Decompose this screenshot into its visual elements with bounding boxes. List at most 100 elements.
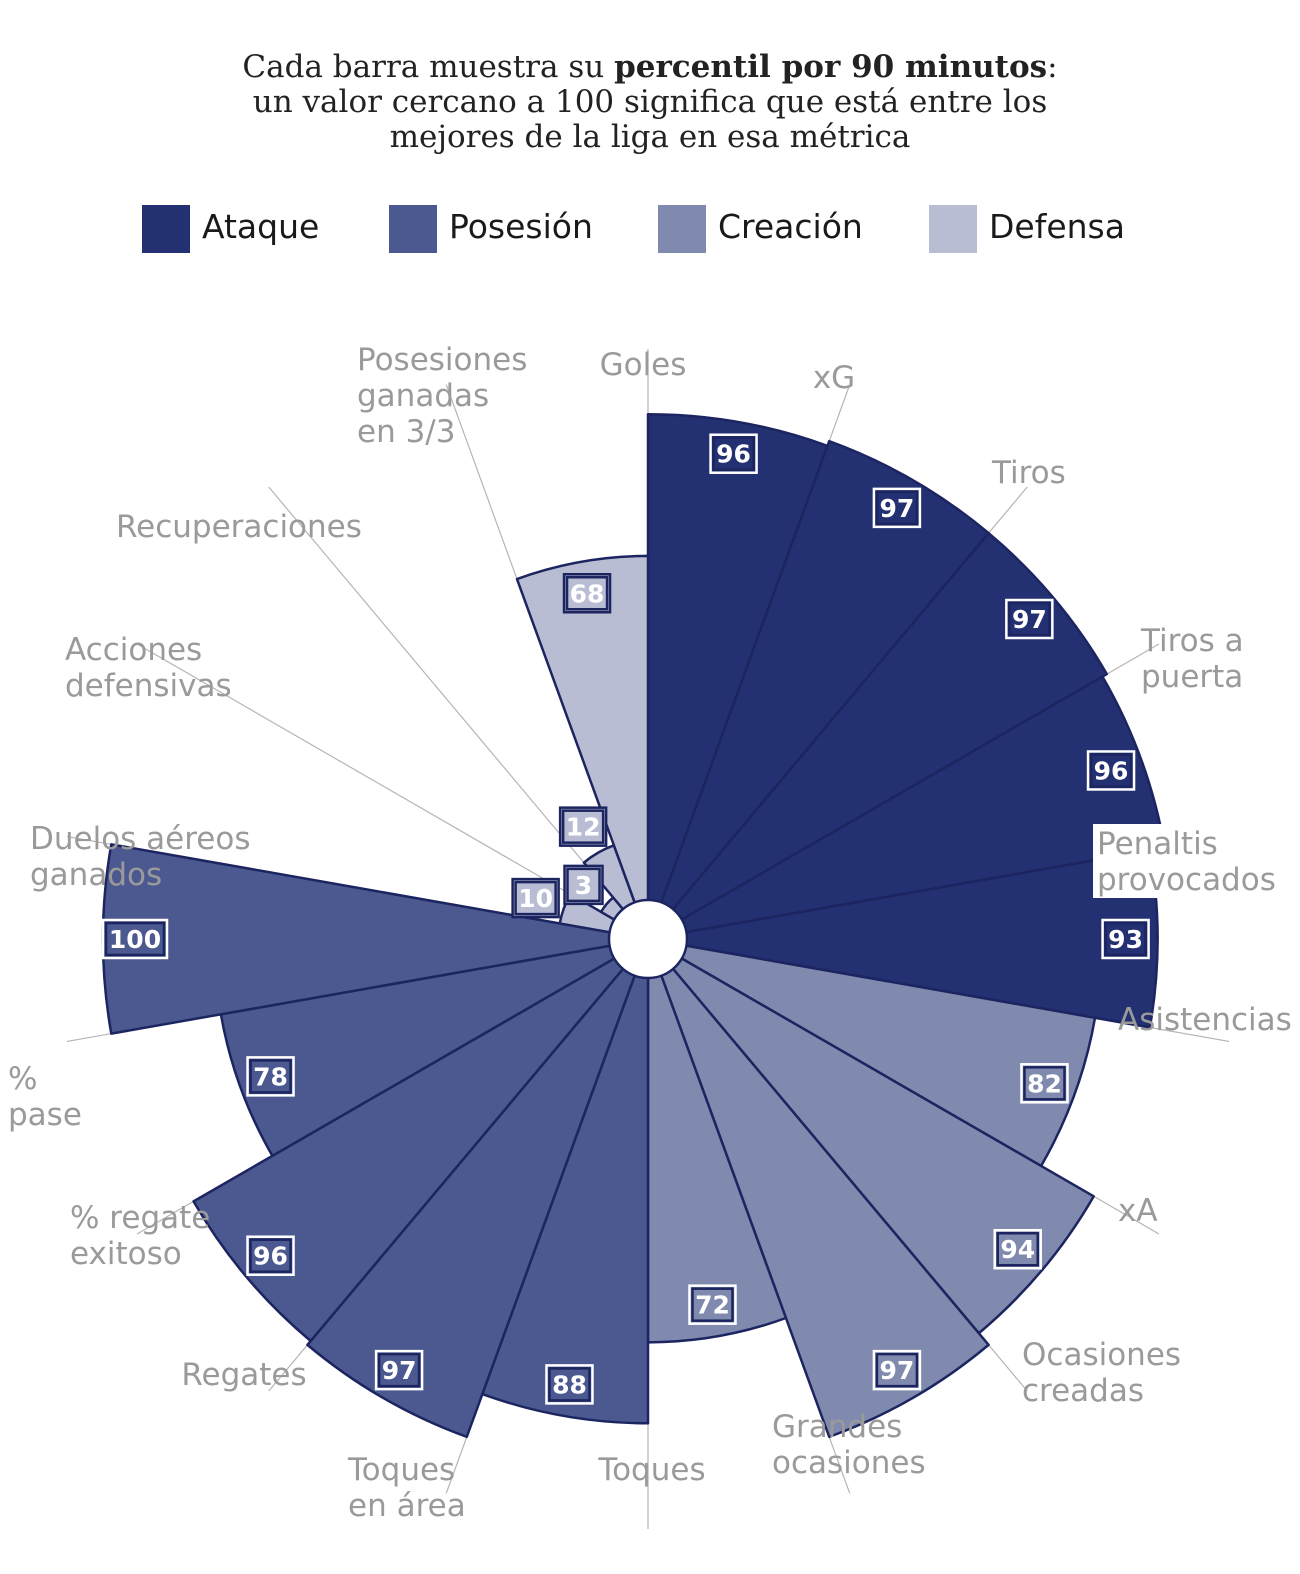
value-label-toques: 88 <box>545 1364 594 1405</box>
value-label-tiros-a-puerta: 96 <box>1086 750 1136 791</box>
value-label-xg: 97 <box>872 487 922 529</box>
category-label-regates: Regates <box>181 1357 306 1393</box>
bar-ocasiones-creadas <box>646 937 990 1439</box>
value-label-xa: 94 <box>993 1228 1042 1270</box>
bar-grandes-ocasiones <box>646 937 788 1344</box>
category-label-toques-en-area: Toques en área <box>347 1452 466 1524</box>
legend-swatch-defensa <box>929 205 977 253</box>
value-box-posesiones-ganadas-en-3-3 <box>562 573 612 614</box>
legend-label-posesion: Posesión <box>449 207 593 246</box>
bars <box>101 412 1167 1439</box>
value-box-regates <box>246 1235 295 1276</box>
value-box-ocasiones-creadas <box>872 1349 922 1391</box>
value-box-inner-recuperaciones <box>561 809 605 844</box>
value-text-xg: 97 <box>880 494 915 523</box>
value-box-inner-posesiones-ganadas-en-3-3 <box>565 576 609 611</box>
category-label-posesiones-ganadas-en-3-3: Posesiones ganadas en 3/3 <box>357 342 527 450</box>
value-box-tiros <box>1005 598 1054 640</box>
category-label-asistencias: Asistencias <box>1118 1002 1292 1038</box>
value-box-recuperaciones <box>558 806 608 847</box>
bar-asistencias <box>646 937 1097 1168</box>
legend: Ataque Posesión Creación Defensa <box>0 205 1300 255</box>
value-label-duelos-aereos-ganados: 10 <box>511 877 560 919</box>
value-box-regate-exitoso <box>246 1056 295 1097</box>
value-label-toques-en-area: 97 <box>374 1349 424 1391</box>
value-label-recuperaciones: 12 <box>558 806 608 847</box>
bar-xa <box>646 937 1095 1335</box>
value-box-inner-ocasiones-creadas <box>875 1352 919 1388</box>
legend-label-creacion: Creación <box>718 207 863 246</box>
value-box-inner-toques <box>548 1367 591 1402</box>
category-label-grandes-ocasiones: Grandes ocasiones <box>772 1409 926 1481</box>
value-text-ocasiones-creadas: 97 <box>880 1356 915 1385</box>
bar-toques-en-area <box>306 937 650 1439</box>
category-label-tiros: Tiros <box>991 455 1066 491</box>
value-text-duelos-aereos-ganados: 10 <box>518 884 553 913</box>
value-box-inner-goles <box>712 436 755 471</box>
category-label-recuperaciones: Recuperaciones <box>116 509 362 545</box>
value-box-inner-asistencias <box>1023 1066 1066 1101</box>
bar-xg <box>646 439 990 941</box>
value-box-penaltis-provocados <box>1101 918 1150 960</box>
category-label-bg-penaltis-provocados <box>1093 824 1283 898</box>
value-box-grandes-ocasiones <box>688 1284 737 1325</box>
legend-swatch-ataque <box>142 205 190 253</box>
category-label-goles: Goles <box>600 347 687 383</box>
value-text-posesiones-ganadas-en-3-3: 68 <box>570 579 605 608</box>
value-box-inner-grandes-ocasiones <box>691 1287 734 1322</box>
category-label-xg: xG <box>813 360 855 396</box>
value-label-acciones-defensivas: 3 <box>563 864 604 906</box>
value-box-inner-acciones-defensivas <box>566 867 601 903</box>
value-label-regate-exitoso: 78 <box>246 1056 295 1097</box>
value-box-duelos-aereos-ganados <box>511 877 560 919</box>
category-label-tiros-a-puerta: Tiros a puerta <box>1140 623 1244 695</box>
value-box-inner-tiros-a-puerta <box>1089 753 1133 788</box>
bar-goles <box>646 412 829 941</box>
value-box-asistencias <box>1020 1063 1069 1104</box>
value-box-inner-duelos-aereos-ganados <box>514 880 557 916</box>
value-label-grandes-ocasiones: 72 <box>688 1284 737 1325</box>
value-text-goles: 96 <box>716 440 751 469</box>
value-label-regates: 96 <box>246 1235 295 1276</box>
value-box-tiros-a-puerta <box>1086 750 1136 791</box>
value-text-grandes-ocasiones: 72 <box>695 1291 730 1320</box>
value-text-toques-en-area: 97 <box>382 1356 417 1385</box>
value-box-inner-toques-en-area <box>377 1352 421 1388</box>
category-label-regate-exitoso: % regate exitoso <box>70 1200 210 1272</box>
value-text-regate-exitoso: 78 <box>253 1062 288 1091</box>
bar-toques <box>481 937 650 1425</box>
value-box-inner-penaltis-provocados <box>1104 921 1147 957</box>
value-box-xg <box>872 487 922 529</box>
value-text-asistencias: 82 <box>1027 1069 1062 1098</box>
value-text-pase: 100 <box>109 925 161 954</box>
category-label-ocasiones-creadas: Ocasiones creadas <box>1022 1337 1181 1409</box>
category-label-penaltis-provocados: Penaltis provocados <box>1097 826 1276 898</box>
bar-regates <box>192 937 650 1343</box>
legend-swatch-creacion <box>658 205 706 253</box>
value-box-acciones-defensivas <box>563 864 604 906</box>
value-box-xa <box>993 1228 1042 1270</box>
value-label-asistencias: 82 <box>1020 1063 1069 1104</box>
center-hub <box>607 898 689 980</box>
value-text-recuperaciones: 12 <box>566 813 601 842</box>
legend-swatch-posesion <box>389 205 437 253</box>
chart-subtitle: Cada barra muestra su percentil por 90 m… <box>0 50 1300 155</box>
value-label-goles: 96 <box>709 433 758 474</box>
category-label-toques: Toques <box>597 1452 705 1488</box>
value-box-inner-pase <box>104 921 166 957</box>
value-label-pase: 100 <box>101 918 169 960</box>
value-box-goles <box>709 433 758 474</box>
subtitle-line-2: un valor cercano a 100 significa que est… <box>252 84 1048 120</box>
value-text-xa: 94 <box>1000 1235 1035 1264</box>
category-label-duelos-aereos-ganados: Duelos aéreos ganados <box>30 821 251 893</box>
category-label-acciones-defensivas: Acciones defensivas <box>65 632 232 704</box>
value-box-pase <box>101 918 169 960</box>
value-label-posesiones-ganadas-en-3-3: 68 <box>562 573 612 614</box>
value-box-inner-regate-exitoso <box>249 1059 292 1094</box>
value-label-tiros: 97 <box>1005 598 1054 640</box>
value-text-regates: 96 <box>253 1242 288 1271</box>
value-box-toques-en-area <box>374 1349 424 1391</box>
bar-tiros <box>646 531 1109 941</box>
value-box-toques <box>545 1364 594 1405</box>
value-text-tiros: 97 <box>1012 605 1047 634</box>
